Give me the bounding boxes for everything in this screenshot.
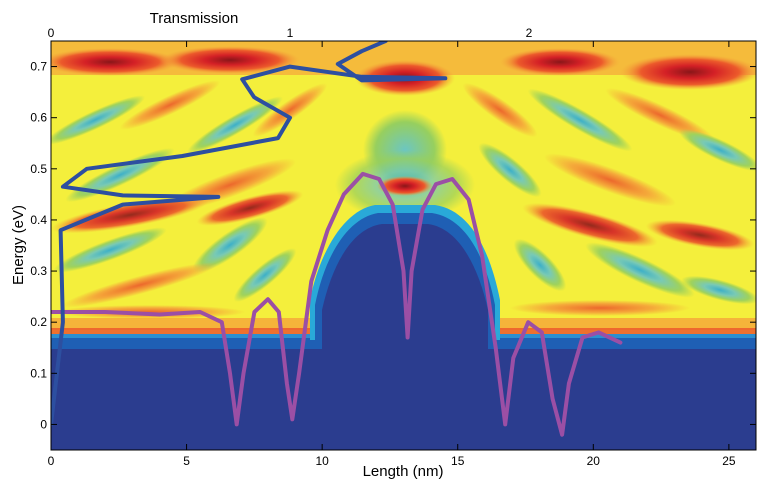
potential-profile-line [51,171,623,437]
heatmap [51,41,756,450]
y-tick-label: 0.5 [30,162,47,176]
x-axis: 0 5 10 15 20 25 [48,41,736,468]
y-axis: 0 0.1 0.2 0.3 0.4 0.5 0.6 0.7 [30,60,756,431]
y-tick-label: 0.6 [30,111,47,125]
x-tick-label: 25 [722,454,736,468]
top-tick-label: 0 [48,26,55,40]
x-tick-label: 10 [315,454,329,468]
y-tick-label: 0.4 [30,213,47,227]
top-axis: 0 1 2 [48,26,533,40]
y-tick-label: 0.1 [30,366,47,380]
x-tick-label: 15 [451,454,465,468]
x-tick-label: 5 [183,454,190,468]
x-axis-label: Length (nm) [363,463,444,480]
y-axis-label: Energy (eV) [10,205,27,285]
y-tick-label: 0.2 [30,315,47,329]
top-tick-label: 2 [526,26,533,40]
x-tick-label: 0 [48,454,55,468]
top-tick-label: 1 [287,26,294,40]
x-tick-label: 20 [587,454,601,468]
plot-frame [50,40,757,451]
top-axis-label: Transmission [150,10,239,27]
transmission-line [51,41,448,427]
y-tick-label: 0.3 [30,264,47,278]
y-tick-label: 0 [40,417,47,431]
y-tick-label: 0.7 [30,60,47,74]
